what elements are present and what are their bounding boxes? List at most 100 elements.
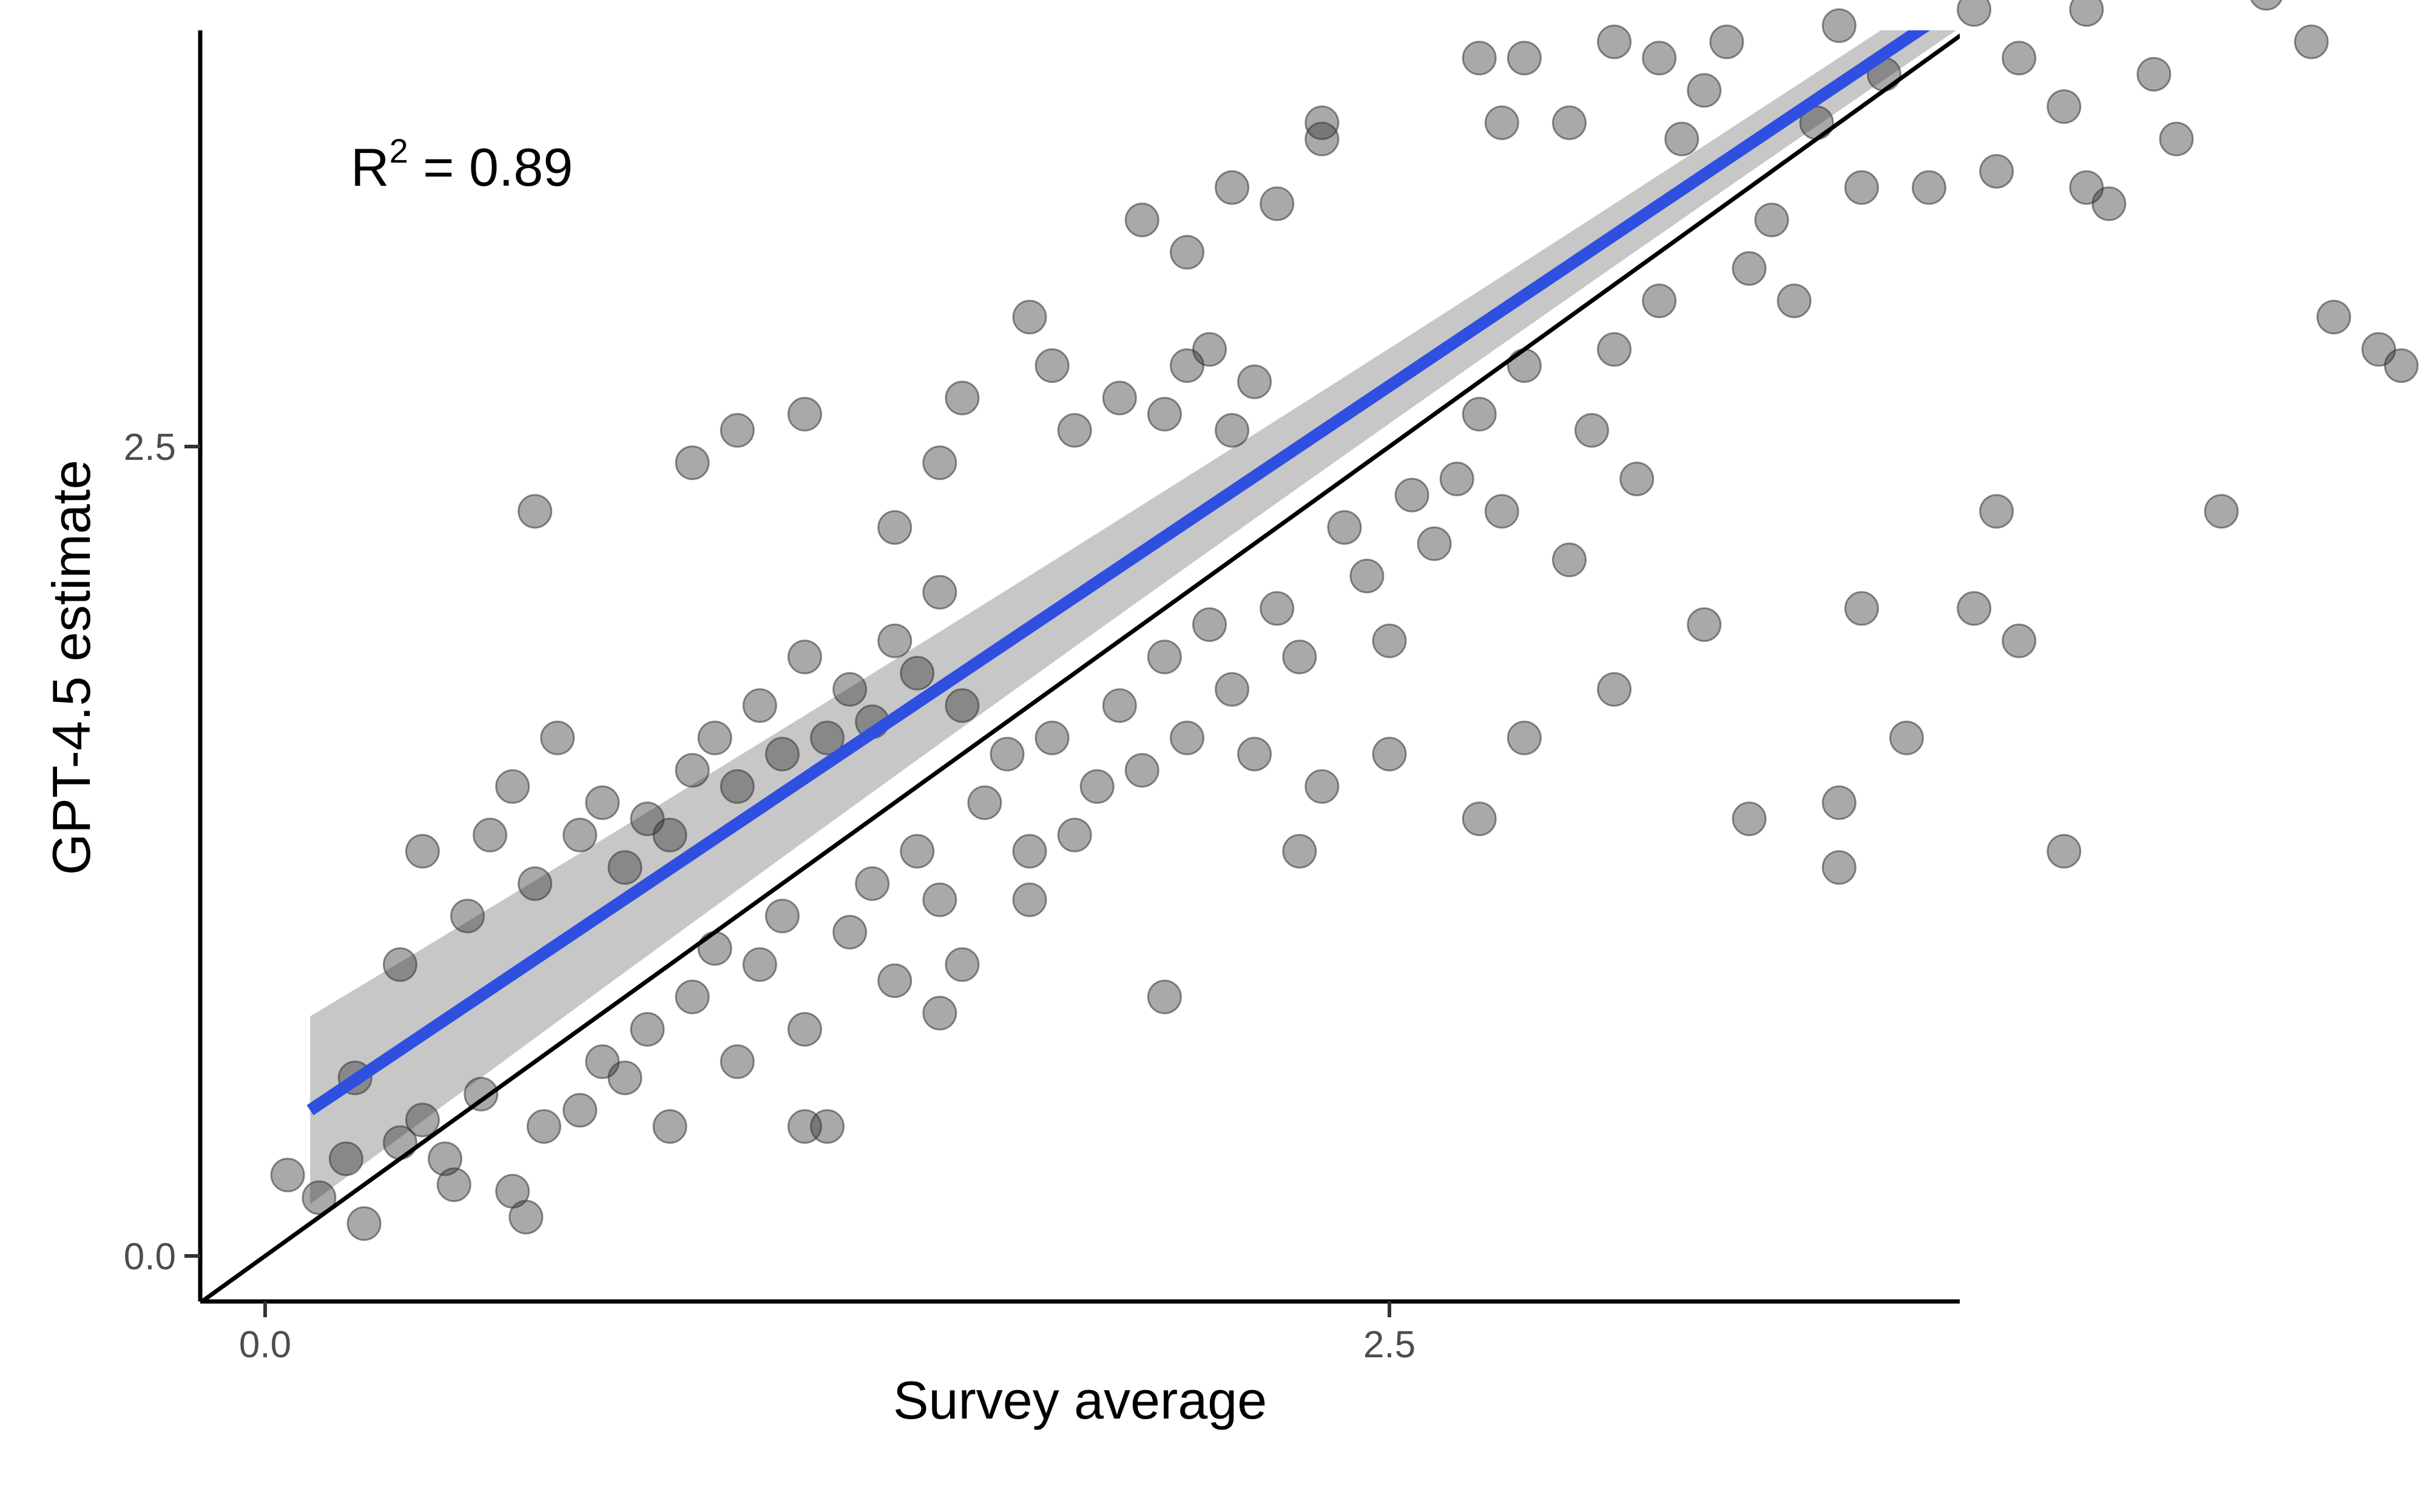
scatter-point: [607, 850, 643, 885]
scatter-point: [742, 947, 777, 982]
scatter-point: [1979, 494, 2014, 529]
scatter-point: [697, 931, 732, 966]
scatter-point: [518, 866, 553, 901]
scatter-point: [1642, 41, 1677, 76]
scatter-point: [508, 1200, 544, 1235]
scatter-point: [607, 1061, 643, 1095]
scatter-point: [675, 753, 710, 788]
scatter-point: [2069, 0, 2104, 27]
scatter-point: [436, 1167, 471, 1203]
scatter-point: [450, 899, 485, 934]
scatter-point: [1687, 607, 1722, 642]
scatter-point: [1417, 526, 1452, 561]
scatter-point: [1372, 737, 1407, 772]
regression-line: [306, 30, 1931, 1116]
scatter-point: [1012, 300, 1047, 335]
scatter-point: [1821, 8, 1857, 43]
scatter-point: [1304, 769, 1340, 804]
scatter-point: [346, 1206, 382, 1241]
scatter-point: [922, 996, 957, 1031]
scatter-point: [1732, 251, 1767, 286]
scatter-point: [562, 1093, 598, 1128]
scatter-point: [1192, 607, 1227, 642]
scatter-point: [1327, 510, 1362, 545]
scatter-point: [652, 1109, 687, 1144]
scatter-point: [1102, 688, 1137, 723]
scatter-point: [1619, 461, 1655, 496]
scatter-point: [1844, 170, 1879, 205]
scatter-point: [2136, 56, 2171, 92]
scatter-point: [1215, 413, 1250, 448]
scatter-point: [1170, 235, 1204, 270]
scatter-point: [2002, 623, 2037, 658]
scatter-point: [1552, 542, 1587, 578]
scatter-point: [1777, 283, 1812, 319]
scatter-point: [1282, 640, 1317, 675]
scatter-point: [585, 785, 620, 820]
scatter-point: [382, 947, 417, 982]
scatter-point: [787, 1109, 822, 1144]
scatter-point: [1237, 364, 1272, 399]
scatter-point: [742, 688, 777, 723]
scatter-point: [1597, 672, 1632, 707]
scatter-point: [2047, 89, 2082, 124]
scatter-point: [495, 769, 530, 804]
scatter-point: [1124, 753, 1159, 788]
scatter-point: [1911, 170, 1946, 205]
scatter-point: [1439, 461, 1474, 496]
identity-line: [200, 33, 1960, 1301]
scatter-point: [720, 1044, 755, 1079]
scatter-point: [1260, 186, 1295, 221]
scatter-point: [1484, 105, 1519, 140]
scatter-point: [1034, 720, 1070, 755]
scatter-point: [945, 688, 980, 723]
scatter-point: [1124, 203, 1159, 237]
scatter-point: [2317, 300, 2351, 335]
scatter-point: [630, 1012, 665, 1047]
scatter-point: [1844, 591, 1879, 626]
scatter-point: [540, 720, 575, 755]
reference-lines: [200, 30, 1960, 1301]
scatter-point: [2204, 494, 2239, 529]
scatter-point: [1102, 380, 1137, 416]
scatter-point: [652, 817, 687, 852]
y-axis-title: GPT-4.5 estimate: [41, 460, 101, 876]
scatter-point: [922, 445, 957, 481]
scatter-point: [1057, 817, 1092, 852]
scatter-point: [1237, 737, 1272, 772]
scatter-point: [1260, 591, 1295, 626]
scatter-point: [1462, 41, 1497, 76]
scatter-point: [2047, 834, 2082, 869]
confidence-band: [310, 30, 1957, 1204]
scatter-point: [302, 1180, 337, 1215]
scatter-point: [675, 979, 710, 1014]
scatter-point: [877, 510, 913, 545]
scatter-point: [764, 899, 800, 934]
scatter-point: [990, 737, 1025, 772]
scatter-point: [764, 737, 800, 772]
scatter-point: [1012, 882, 1047, 917]
scatter-point: [2294, 24, 2329, 59]
scatter-point: [2159, 121, 2194, 157]
scatter-point: [428, 1141, 462, 1176]
scatter-point: [1147, 397, 1182, 432]
scatter-point: [1507, 41, 1542, 76]
scatter-point: [405, 834, 440, 869]
scatter-point: [1687, 73, 1722, 108]
scatter-point: [1732, 802, 1767, 837]
scatter-point: [518, 494, 553, 529]
scatter-point: [1012, 834, 1047, 869]
x-tick-label: 2.5: [1363, 1324, 1416, 1366]
scatter-point: [877, 963, 913, 998]
scatter-point: [562, 817, 598, 852]
scatter-point: [945, 380, 980, 416]
scatter-point: [473, 817, 508, 852]
scatter-point: [697, 720, 732, 755]
scatter-point: [1754, 203, 1789, 237]
scatter-point: [1957, 0, 1992, 27]
fit-confidence-band: [310, 30, 1957, 1204]
x-axis-title: Survey average: [893, 1370, 1267, 1430]
scatter-point: [1957, 591, 1992, 626]
scatter-point: [922, 575, 957, 610]
